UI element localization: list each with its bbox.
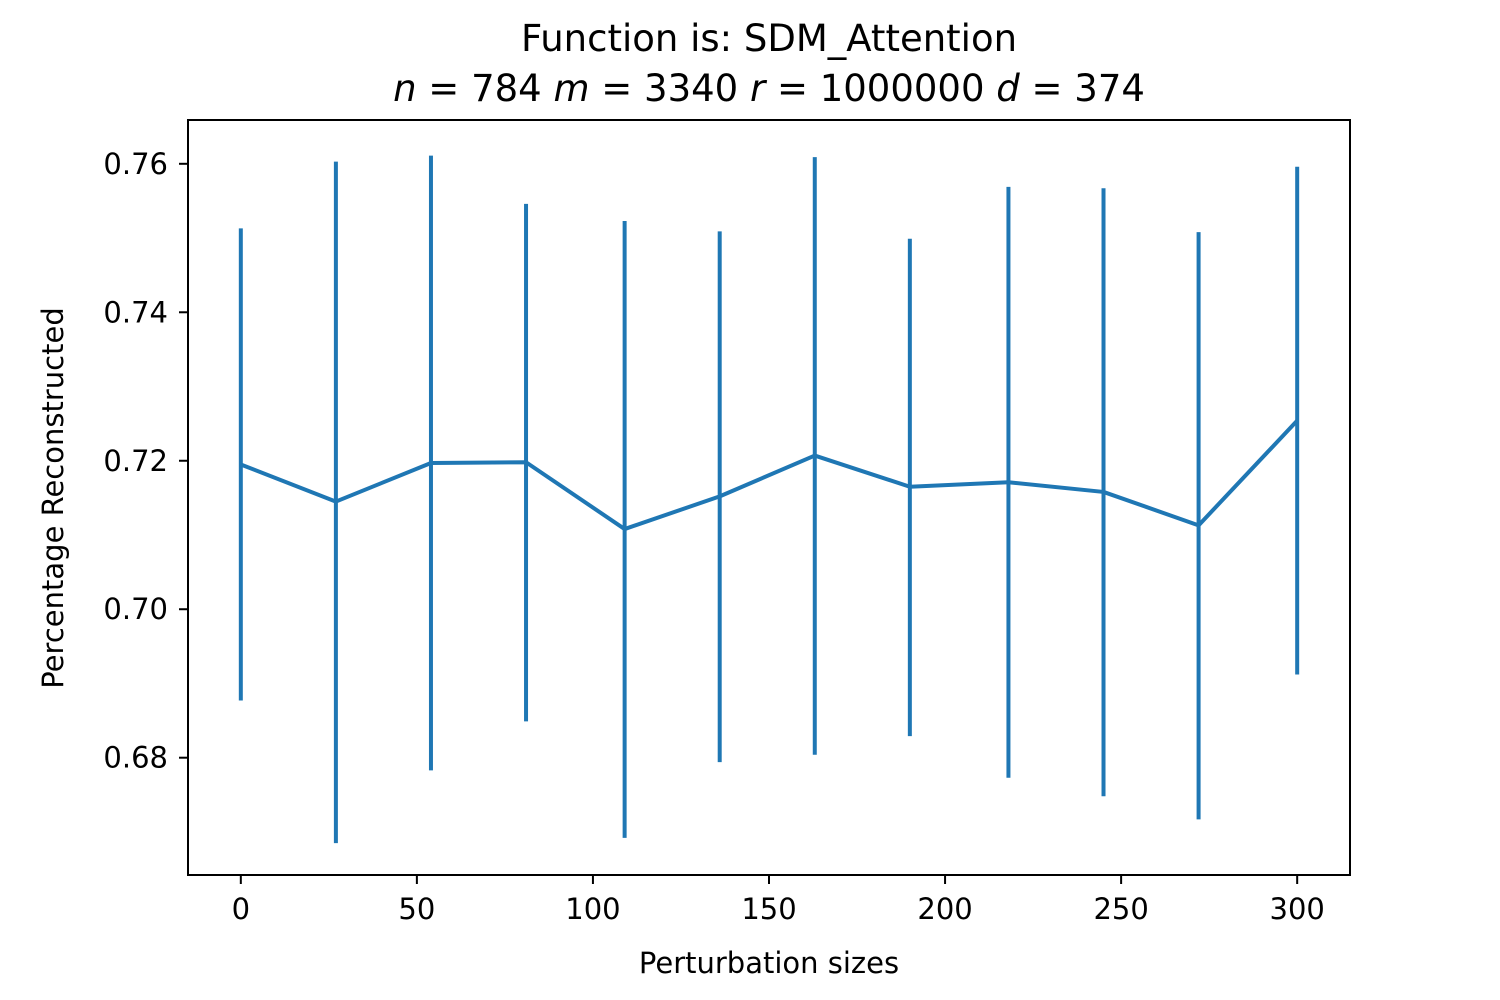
y-tick-label: 0.74 [103,295,168,329]
series-line [240,419,1299,532]
chart-subtitle: n = 784 m = 3340 r = 1000000 d = 374 [393,67,1145,110]
y-axis-label: Percentage Reconstructed [36,307,70,688]
x-axis: 0 50 100 150 200 250 300 [232,875,1325,926]
subtitle-value-n: = 784 [417,67,542,110]
x-axis-label: Perturbation sizes [639,946,899,980]
y-tick-label: 0.68 [103,741,168,775]
x-tick-label: 0 [232,892,250,926]
y-axis: 0.68 0.70 0.72 0.74 0.76 [103,147,188,775]
subtitle-var-m: m [542,67,590,110]
subtitle-value-r: = 1000000 [765,67,984,110]
y-tick-label: 0.72 [103,444,168,478]
y-tick-label: 0.76 [103,147,168,181]
x-tick-label: 200 [917,892,972,926]
x-tick-label: 100 [565,892,620,926]
y-tick-label: 0.70 [103,592,168,626]
plot-marks [238,155,1300,844]
x-tick-label: 250 [1093,892,1148,926]
x-tick-label: 150 [741,892,796,926]
x-tick-label: 50 [398,892,435,926]
subtitle-var-n: n [393,67,416,110]
chart-title: Function is: SDM_Attention [521,17,1017,60]
subtitle-value-d: = 374 [1020,67,1145,110]
x-tick-label: 300 [1270,892,1325,926]
subtitle-var-r: r [738,67,768,110]
subtitle-value-m: = 3340 [590,67,739,110]
plot-area-frame [187,119,1351,876]
subtitle-var-d: d [985,67,1021,110]
